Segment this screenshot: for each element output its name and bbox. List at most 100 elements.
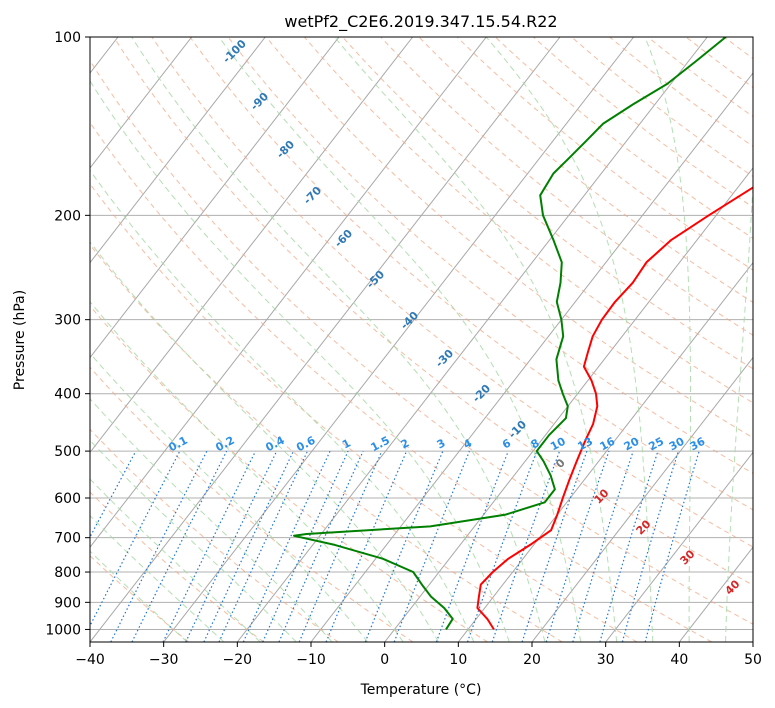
moist-adiabat <box>90 439 297 642</box>
x-tick-label: 40 <box>670 652 688 668</box>
dry-adiabat <box>113 37 753 586</box>
mixing-ratio-label: 16 <box>598 435 618 454</box>
mixing-ratio-line <box>131 450 228 642</box>
dry-adiabat <box>494 37 753 240</box>
y-axis-label: Pressure (hPa) <box>12 290 28 390</box>
dry-adiabat <box>189 37 753 511</box>
moist-adiabat <box>90 169 475 642</box>
x-tick-label: 10 <box>449 652 467 668</box>
mixing-ratio-line <box>110 450 208 642</box>
dry-adiabat <box>418 37 753 304</box>
moist-adiabat <box>90 80 510 642</box>
dry-adiabat <box>304 37 753 404</box>
dewpoint-profile <box>293 37 727 630</box>
dry-adiabat <box>90 183 638 642</box>
isotherm <box>90 37 266 264</box>
dry-adiabat <box>90 305 488 642</box>
mixing-ratio-label: 13 <box>575 435 595 454</box>
profile-lines <box>293 37 753 630</box>
isotherm <box>605 451 753 642</box>
y-tick-label: 500 <box>54 444 81 460</box>
mixing-ratio-line <box>298 450 383 642</box>
moist-adiabat <box>90 550 188 642</box>
moist-adiabat <box>90 300 404 642</box>
dry-adiabat <box>762 37 775 642</box>
isotherm <box>384 167 753 642</box>
isotherm <box>90 37 193 169</box>
mixing-ratio-line <box>325 450 408 642</box>
moist-adiabat <box>90 398 333 642</box>
y-tick-label: 300 <box>54 313 81 329</box>
x-tick-label: −30 <box>149 652 179 668</box>
y-tick-label: 800 <box>54 565 81 581</box>
y-tick-label: 600 <box>54 491 81 507</box>
mixing-ratio-label: 36 <box>688 435 708 454</box>
x-axis-label: Temperature (°C) <box>360 682 482 698</box>
temperature-profile <box>476 186 753 630</box>
y-tick-label: 400 <box>54 387 81 403</box>
moist-adiabat <box>334 37 618 642</box>
dry-adiabat <box>456 37 753 271</box>
mixing-ratio-line <box>262 450 349 642</box>
moist-adiabat <box>725 177 753 642</box>
x-tick-label: 0 <box>380 652 389 668</box>
y-tick-label: 900 <box>54 595 81 611</box>
moist-adiabat <box>90 352 369 642</box>
x-tick-label: 20 <box>523 652 541 668</box>
mixing-ratio-line <box>521 450 588 642</box>
plot-frame <box>89 36 754 643</box>
mixing-ratio-line <box>466 450 538 642</box>
isotherm <box>752 641 753 642</box>
mixing-ratio-line <box>599 450 659 642</box>
dry-adiabat <box>342 37 753 370</box>
mixing-ratio-line <box>621 450 679 642</box>
dry-adiabat <box>265 37 753 439</box>
isotherm <box>310 72 753 642</box>
y-tick-label: 700 <box>54 531 81 547</box>
mixing-ratio-line <box>435 450 509 642</box>
isotherm <box>90 37 487 548</box>
y-tick-label: 200 <box>54 208 81 224</box>
moist-adiabat <box>131 37 546 642</box>
moist-adiabat <box>90 478 261 642</box>
y-tick-label: 1000 <box>45 622 81 638</box>
isotherm <box>90 37 561 642</box>
chart-title: wetPf2_C2E6.2019.347.15.54.R22 <box>284 12 557 32</box>
moist-adiabat <box>485 37 654 642</box>
isotherm <box>90 37 340 359</box>
dry-adiabat <box>380 37 753 336</box>
background-lines <box>90 37 775 642</box>
x-tick-label: −10 <box>296 652 326 668</box>
moist-adiabat <box>90 241 439 642</box>
dry-adiabat <box>151 37 753 548</box>
mixing-ratio-line <box>572 450 634 642</box>
x-tick-label: −40 <box>75 652 105 668</box>
mixing-ratio-line <box>278 450 364 642</box>
x-tick-label: −20 <box>223 652 253 668</box>
mixing-ratio-label: 10 <box>548 435 568 454</box>
mixing-ratio-label: 25 <box>646 435 666 454</box>
dry-adiabat <box>90 59 753 625</box>
dry-adiabat <box>90 244 563 642</box>
isotherm <box>531 356 753 642</box>
y-tick-label: 100 <box>54 30 81 46</box>
axes: −40 −30 −20 −10 0 10 20 30 40 50 100 200 300 400 500 60… <box>45 30 762 668</box>
moist-adiabat <box>644 37 691 642</box>
dry-adiabat <box>90 428 339 642</box>
isotherm <box>163 37 635 642</box>
x-tick-label: 50 <box>744 652 762 668</box>
plot-area <box>90 37 753 642</box>
mixing-ratio-label: 20 <box>622 435 642 454</box>
dry-adiabat <box>227 37 753 474</box>
moist-adiabat <box>90 514 225 642</box>
dry-adiabat <box>609 37 753 148</box>
moist-adiabat <box>218 37 582 642</box>
mixing-ratio-line <box>491 450 561 642</box>
mixing-ratio-line <box>644 450 700 642</box>
mixing-ratio-line <box>545 450 610 642</box>
x-tick-label: 30 <box>597 652 615 668</box>
mixing-ratio-label: 30 <box>667 435 687 454</box>
mixing-ratio-line <box>393 450 470 642</box>
isotherm <box>90 37 414 454</box>
